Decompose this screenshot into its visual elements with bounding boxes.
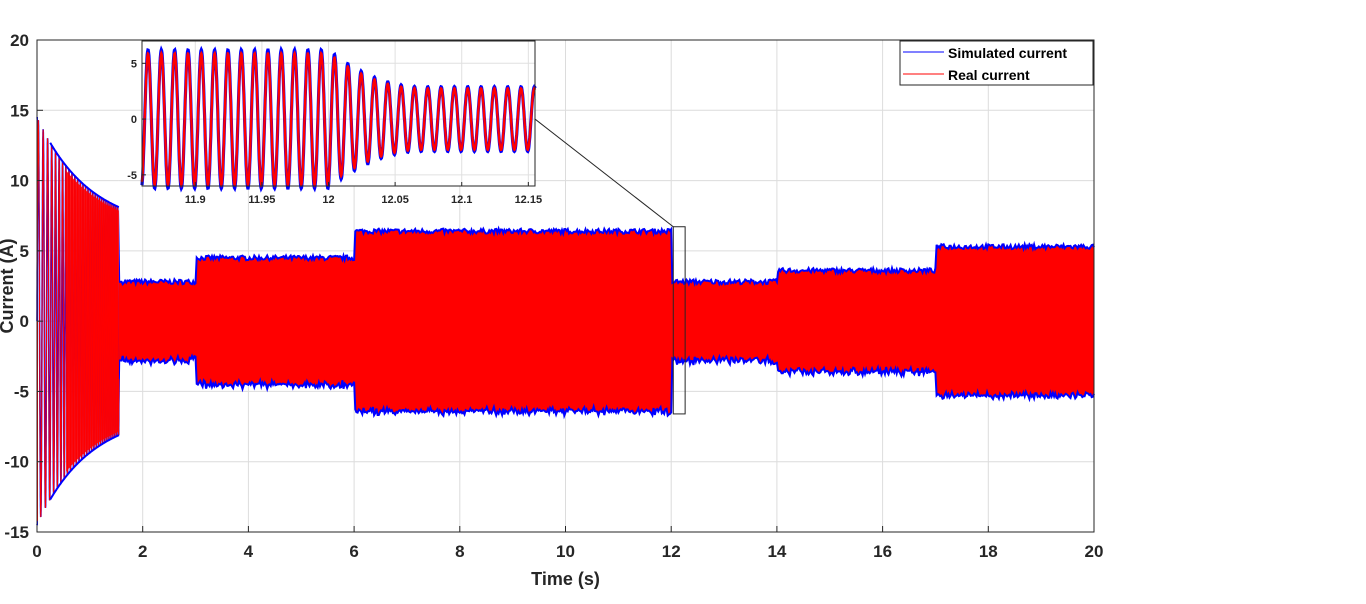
legend-label-simulated: Simulated current (948, 45, 1067, 61)
real-current-band (37, 117, 1094, 526)
y-tick-label: 5 (20, 242, 29, 261)
y-tick-label: 0 (20, 312, 29, 331)
y-axis-title: Current (A) (0, 239, 17, 334)
inset-x-tick-label: 12.15 (515, 194, 543, 206)
x-tick-label: 6 (349, 542, 358, 561)
x-tick-label: 8 (455, 542, 464, 561)
inset-real-current (140, 50, 537, 189)
simulated-current-upper-envelope (36, 116, 1095, 288)
legend: Simulated current Real current (899, 40, 1094, 86)
inset-x-tick-label: 11.95 (248, 194, 275, 206)
simulated-current-lower-envelope (36, 353, 1095, 526)
zoom-region-box (672, 226, 686, 415)
x-tick-label: 12 (662, 542, 681, 561)
legend-label-real: Real current (948, 67, 1030, 83)
inset-y-tick-label: 0 (131, 114, 137, 126)
simulated-current-startup-lower-envelope (49, 434, 120, 501)
x-tick-label: 16 (873, 542, 892, 561)
x-axis-title: Time (s) (531, 569, 600, 589)
inset-y-tick-label: 5 (131, 58, 137, 70)
simulated-current-startup-upper-envelope (49, 142, 120, 209)
x-tick-label: 18 (979, 542, 998, 561)
x-tick-label: 10 (556, 542, 575, 561)
x-tick-label: 2 (138, 542, 147, 561)
legend-box (899, 40, 1094, 86)
y-tick-label: -5 (14, 382, 29, 401)
main-series (36, 41, 1095, 531)
y-tick-label: 10 (10, 172, 29, 191)
inset-ticks: 11.9 11.95 12 12.05 12.1 12.15 -5 0 5 (127, 58, 542, 206)
x-tick-label: 20 (1085, 542, 1104, 561)
x-tick-label: 14 (767, 542, 786, 561)
inset-x-tick-label: 12 (322, 194, 334, 206)
inset-x-tick-label: 12.05 (381, 194, 409, 206)
inset-axes-frame (141, 40, 536, 187)
main-ticks: 0 2 4 6 8 10 12 14 16 18 20 -15 -10 -5 0 5 10 15 20 (4, 31, 1103, 561)
inset-x-tick-label: 11.9 (185, 194, 206, 206)
inset-y-tick-label: -5 (127, 170, 137, 182)
real-current-startup-dense (66, 170, 119, 472)
x-tick-label: 0 (32, 542, 41, 561)
zoom-connector-line (534, 118, 674, 228)
y-tick-label: 20 (10, 31, 29, 50)
y-tick-label: -15 (4, 523, 29, 542)
y-tick-label: -10 (4, 453, 29, 472)
inset-x-tick-label: 12.1 (451, 194, 472, 206)
y-tick-label: 15 (10, 101, 29, 120)
x-tick-label: 4 (244, 542, 254, 561)
